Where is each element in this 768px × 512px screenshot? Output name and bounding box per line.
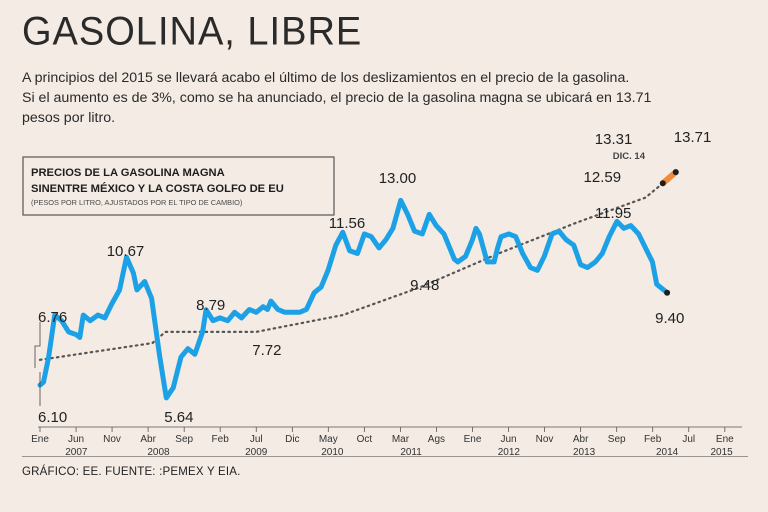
source-note: GRÁFICO: EE. FUENTE: :PEMEX Y EIA. <box>22 466 241 478</box>
x-tick-label: Feb <box>644 434 662 445</box>
x-tick-label: Feb <box>212 434 230 445</box>
data-label: 11.56 <box>329 215 365 232</box>
leader-line <box>34 322 41 368</box>
x-tick-label: Dic <box>285 434 299 445</box>
data-labels: 6.76 6.10 10.67 5.64 8.79 7.72 11.56 13.00 9.48 1… <box>38 129 711 426</box>
x-tick-label: Ene <box>464 434 482 445</box>
data-label: 11.95 <box>595 205 631 222</box>
x-tick-label: Nov <box>536 434 554 445</box>
subtitle-line: pesos por litro. <box>22 110 116 126</box>
data-label: 5.64 <box>164 409 193 426</box>
data-label: 9.48 <box>410 277 439 294</box>
projection-series <box>659 169 679 187</box>
x-tick-label: Ags <box>428 434 445 445</box>
x-tick-label: Jul <box>250 434 263 445</box>
x-axis-ticks: Ene Jun Nov Abr Sep Feb Jul Dic May Oct Mar Ags Ene J… <box>31 427 734 458</box>
price-line <box>37 197 670 401</box>
legend-title-line2: SINENTRE MÉXICO Y LA COSTA GOLFO DE EU <box>31 182 284 195</box>
x-tick-label: Ene <box>31 434 49 445</box>
x-tick-label: Oct <box>357 434 373 445</box>
data-label: DIC. 14 <box>613 151 646 162</box>
x-tick-label: Jun <box>501 434 517 445</box>
end-point <box>664 289 671 296</box>
x-year-label: 2008 <box>147 447 170 458</box>
data-label: 9.40 <box>655 310 684 327</box>
x-tick-label: Sep <box>175 434 193 445</box>
data-label: 6.76 <box>38 309 67 326</box>
footer-rule <box>22 456 748 457</box>
legend-note: (PESOS POR LITRO, AJUSTADOS POR EL TIPO … <box>31 198 242 207</box>
x-year-label: 2012 <box>498 447 521 458</box>
page-title: GASOLINA, LIBRE <box>22 10 363 55</box>
data-label: 12.59 <box>584 169 622 186</box>
x-tick-label: Abr <box>140 434 156 445</box>
x-tick-label: May <box>319 434 338 445</box>
data-label: 13.00 <box>379 170 417 187</box>
x-year-label: 2015 <box>710 447 733 458</box>
x-year-label: 2007 <box>65 447 88 458</box>
data-label: 8.79 <box>196 297 225 314</box>
x-tick-label: Sep <box>608 434 626 445</box>
x-tick-label: Nov <box>103 434 121 445</box>
main-series <box>37 197 671 401</box>
subtitle: A principios del 2015 se llevará acabo e… <box>22 68 752 128</box>
projection-end-point <box>672 169 679 176</box>
x-tick-label: Jul <box>682 434 695 445</box>
label-leaders <box>34 322 41 406</box>
legend-title-line1: PRECIOS DE LA GASOLINA MAGNA <box>31 167 225 179</box>
x-year-label: 2013 <box>573 447 596 458</box>
data-label: 7.72 <box>252 342 281 359</box>
legend-box <box>22 156 335 216</box>
data-label: 10.67 <box>107 243 145 260</box>
x-year-label: 2010 <box>321 447 344 458</box>
data-label: 13.31 <box>595 131 633 148</box>
x-year-label: 2011 <box>400 447 422 458</box>
x-year-label: 2014 <box>656 447 679 458</box>
x-tick-label: Mar <box>392 434 410 445</box>
x-year-label: 2009 <box>245 447 268 458</box>
subtitle-line: Si el aumento es de 3%, como se ha anunc… <box>22 90 652 106</box>
x-tick-label: Jun <box>68 434 84 445</box>
subtitle-line: A principios del 2015 se llevará acabo e… <box>22 70 630 86</box>
x-tick-label: Ene <box>716 434 734 445</box>
x-tick-label: Abr <box>573 434 589 445</box>
data-label: 13.71 <box>674 129 712 146</box>
data-label: 6.10 <box>38 409 67 426</box>
projection-start-point <box>659 180 666 187</box>
